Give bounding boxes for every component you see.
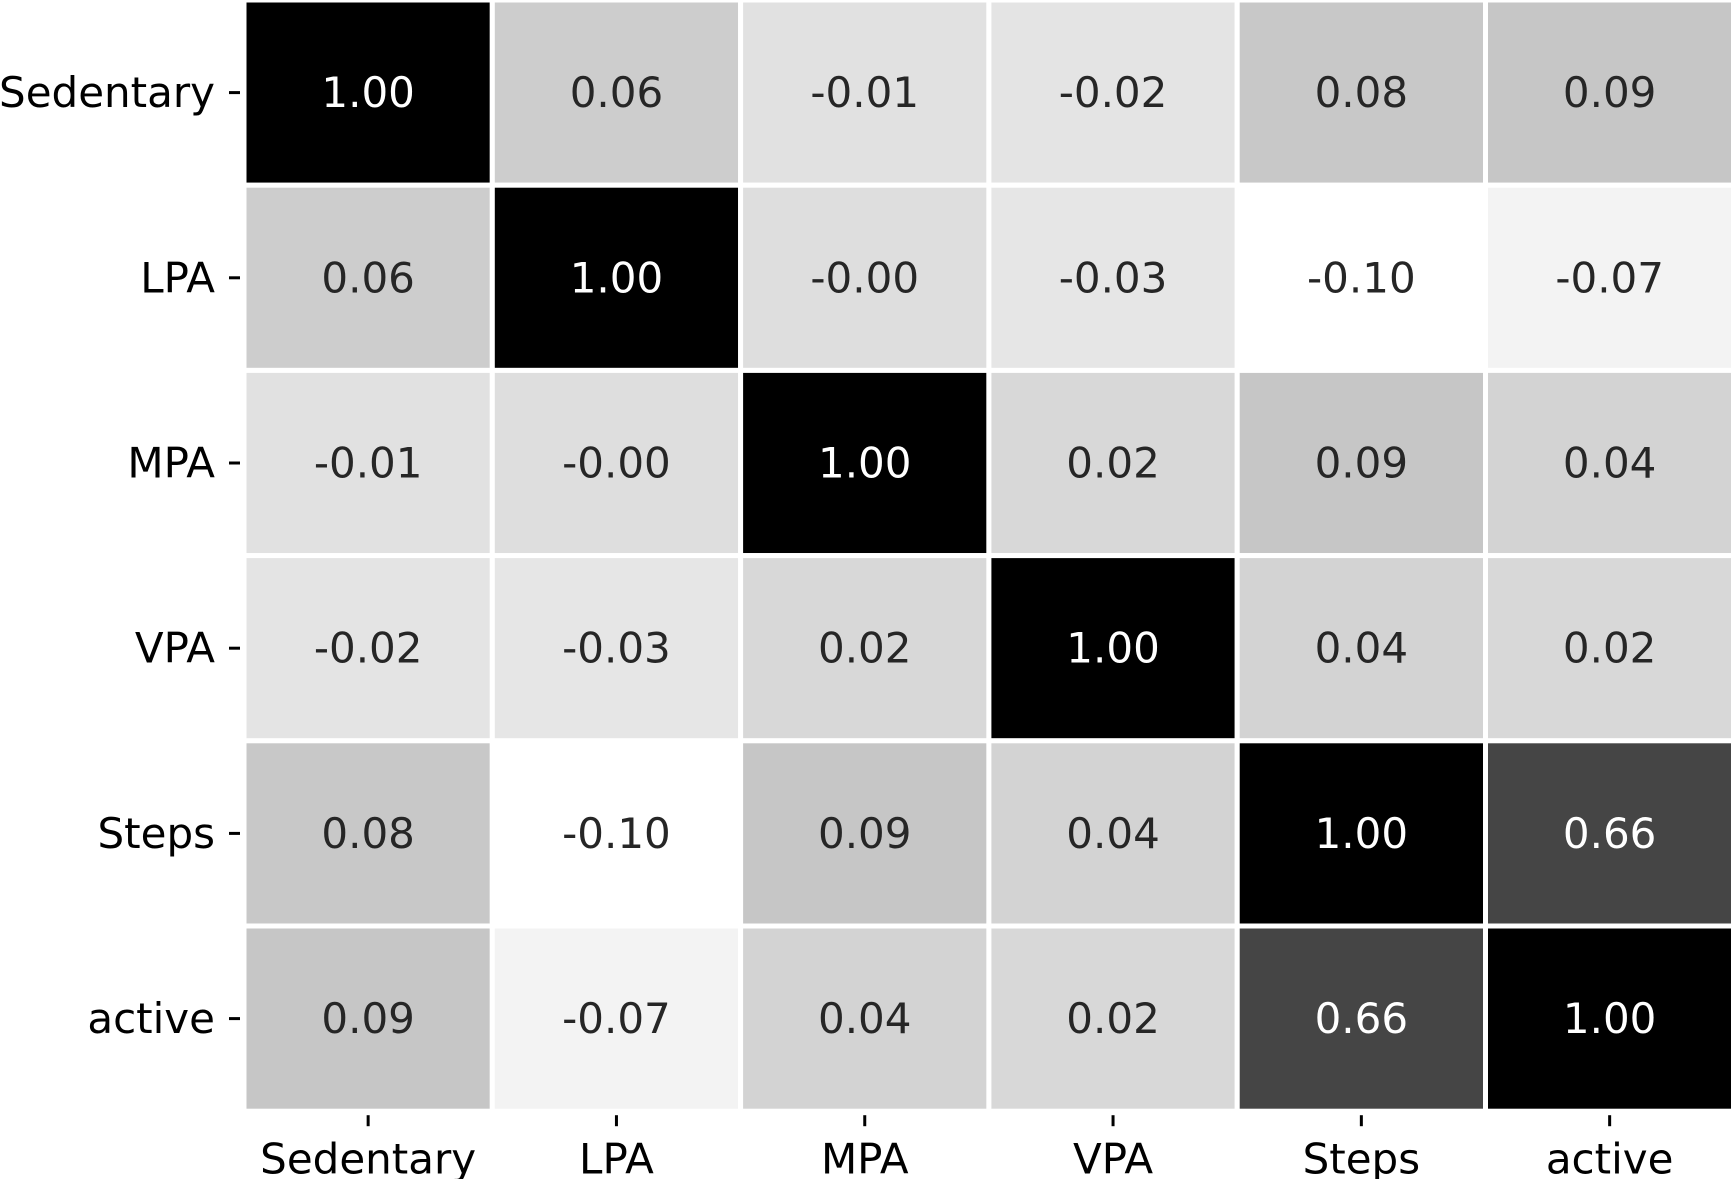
y-tick-label: active <box>87 994 215 1043</box>
heatmap-cell-label: -0.10 <box>1307 253 1416 302</box>
heatmap-cell <box>489 0 744 188</box>
heatmap-cell <box>489 553 744 744</box>
heatmap-cell-label: 1.00 <box>570 253 664 302</box>
heatmap-cell-label: 0.04 <box>1563 439 1657 488</box>
heatmap-cell-label: 0.06 <box>570 68 664 117</box>
heatmap-cell-label: 0.02 <box>1066 994 1160 1043</box>
heatmap-cell-label: -0.01 <box>314 439 423 488</box>
y-tick-label: Steps <box>97 809 215 858</box>
heatmap-cell <box>1234 738 1488 929</box>
heatmap-cell-label: 0.09 <box>1563 68 1657 117</box>
heatmap-cell-labels: 1.00 0.06 -0.01 -0.02 0.08 0.09 0.06 1.00 -0.00 -… <box>314 68 1664 1043</box>
heatmap-cell <box>1483 923 1731 1114</box>
x-tick-label: LPA <box>579 1135 654 1179</box>
heatmap-cell-label: 0.04 <box>1066 809 1160 858</box>
heatmap-cell-label: 1.00 <box>1563 994 1657 1043</box>
heatmap-cell-label: -0.10 <box>562 809 671 858</box>
heatmap-cell <box>1483 0 1731 188</box>
heatmap-cell <box>738 0 992 188</box>
heatmap-cell-label: -0.03 <box>1059 253 1168 302</box>
y-tick-label: LPA <box>140 253 215 302</box>
heatmap-cell-label: 0.02 <box>1066 439 1160 488</box>
heatmap-cell-label: 1.00 <box>818 439 912 488</box>
heatmap-cell-label: 0.66 <box>1563 809 1657 858</box>
heatmap-cells <box>241 0 1731 1114</box>
heatmap-cell <box>489 923 744 1114</box>
heatmap-cell-label: 0.06 <box>321 253 415 302</box>
heatmap-cell <box>738 923 992 1114</box>
heatmap-cell <box>738 367 992 559</box>
heatmap-cell-label: 1.00 <box>1315 809 1409 858</box>
x-tick-label: active <box>1546 1135 1674 1179</box>
heatmap-cell <box>1483 553 1731 744</box>
heatmap-cell <box>986 738 1240 929</box>
heatmap-cell-label: 0.09 <box>818 809 912 858</box>
x-axis: Sedentary LPA MPA VPA Steps active <box>260 1115 1673 1179</box>
heatmap-cell-label: 0.09 <box>1315 439 1409 488</box>
heatmap-cell-label: 0.04 <box>818 994 912 1043</box>
heatmap-cell <box>241 367 495 559</box>
heatmap-cell <box>1234 553 1488 744</box>
heatmap-cell-label: 0.66 <box>1315 994 1409 1043</box>
heatmap-cell <box>986 0 1240 188</box>
heatmap-cell-label: 0.08 <box>321 809 415 858</box>
y-axis: Sedentary LPA MPA VPA Steps active <box>0 68 240 1043</box>
heatmap-cell <box>986 553 1240 744</box>
heatmap-cell-label: -0.01 <box>810 68 919 117</box>
heatmap-cell <box>489 738 744 929</box>
heatmap-cell-label: 0.02 <box>818 624 912 673</box>
x-tick-label: Sedentary <box>260 1135 476 1179</box>
x-tick-label: Steps <box>1303 1135 1421 1179</box>
heatmap-cell-label: -0.00 <box>562 439 671 488</box>
y-tick-label: MPA <box>127 439 215 488</box>
heatmap-cell-label: -0.03 <box>562 624 671 673</box>
heatmap-cell <box>738 553 992 744</box>
heatmap-cell-label: -0.02 <box>314 624 423 673</box>
heatmap-cell <box>986 923 1240 1114</box>
heatmap-cell-label: -0.02 <box>1059 68 1168 117</box>
y-tick-label: Sedentary <box>0 68 215 117</box>
heatmap-cell <box>241 0 495 188</box>
heatmap-cell <box>738 738 992 929</box>
heatmap-cell <box>1234 367 1488 559</box>
heatmap-cell-label: 0.08 <box>1315 68 1409 117</box>
heatmap-cell-label: -0.07 <box>562 994 671 1043</box>
heatmap-cell <box>986 182 1240 373</box>
heatmap-cell <box>241 738 495 929</box>
heatmap-cell-label: 1.00 <box>1066 624 1160 673</box>
heatmap-cell-label: 1.00 <box>321 68 415 117</box>
heatmap-cell <box>489 182 744 373</box>
heatmap-cell <box>1234 923 1488 1114</box>
heatmap-cell-label: -0.00 <box>810 253 919 302</box>
x-tick-label: VPA <box>1073 1135 1153 1179</box>
heatmap-cell-label: 0.02 <box>1563 624 1657 673</box>
y-tick-label: VPA <box>135 624 215 673</box>
heatmap-cell <box>241 923 495 1114</box>
x-tick-label: MPA <box>821 1135 909 1179</box>
heatmap-cell-label: 0.09 <box>321 994 415 1043</box>
heatmap-cell-label: 0.04 <box>1315 624 1409 673</box>
heatmap-cell-label: -0.07 <box>1555 253 1664 302</box>
heatmap-cell <box>241 553 495 744</box>
